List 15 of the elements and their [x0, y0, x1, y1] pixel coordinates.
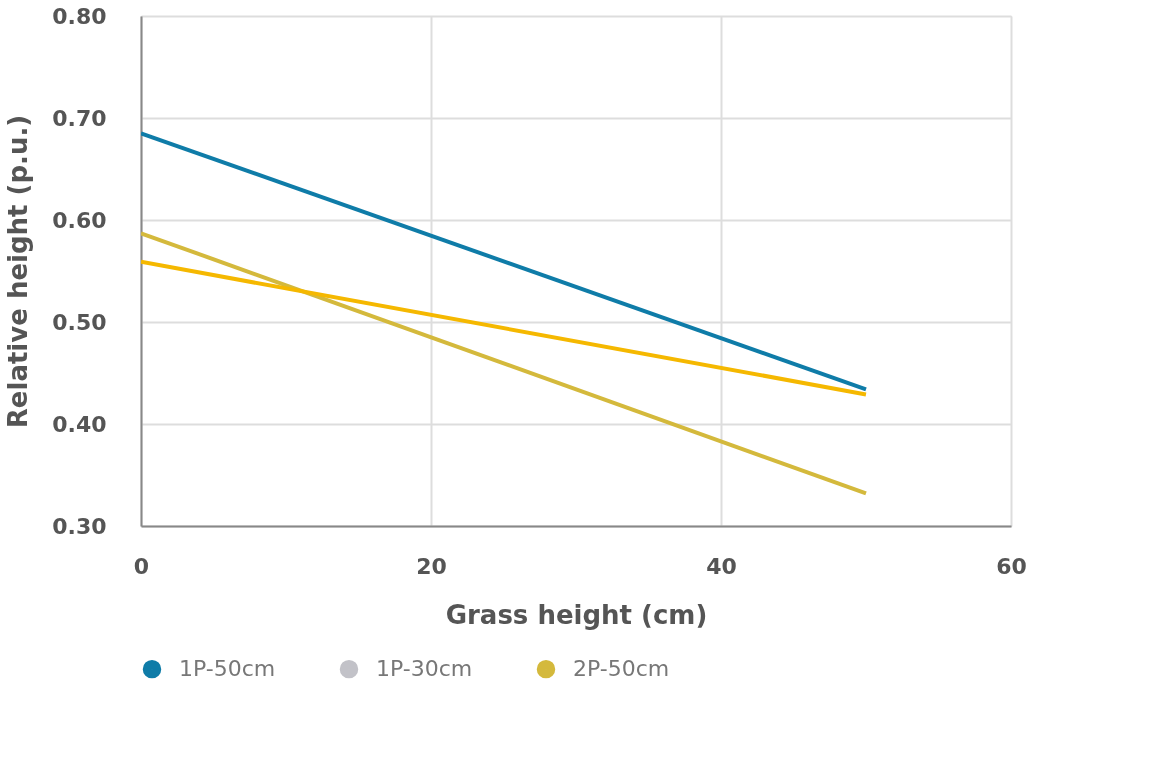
y-axis-title: Relative height (p.u.): [3, 114, 34, 429]
y-tick-label: 0.60: [52, 207, 107, 233]
legend-label: 2P-50cm: [573, 656, 670, 682]
y-tick-label: 0.30: [52, 513, 107, 539]
x-tick-label: 60: [996, 553, 1027, 579]
y-tick-label: 0.50: [52, 309, 107, 335]
y-tick-label: 0.70: [52, 105, 107, 131]
legend-label: 1P-30cm: [376, 656, 473, 682]
y-tick-label: 0.80: [52, 3, 107, 29]
x-tick-label: 0: [133, 553, 150, 579]
x-tick-label: 20: [416, 553, 447, 579]
x-tick-label: 40: [706, 553, 737, 579]
legend-label: 1P-50cm: [179, 656, 276, 682]
x-axis-title: Grass height (cm): [445, 599, 708, 630]
y-tick-label: 0.40: [52, 411, 107, 437]
